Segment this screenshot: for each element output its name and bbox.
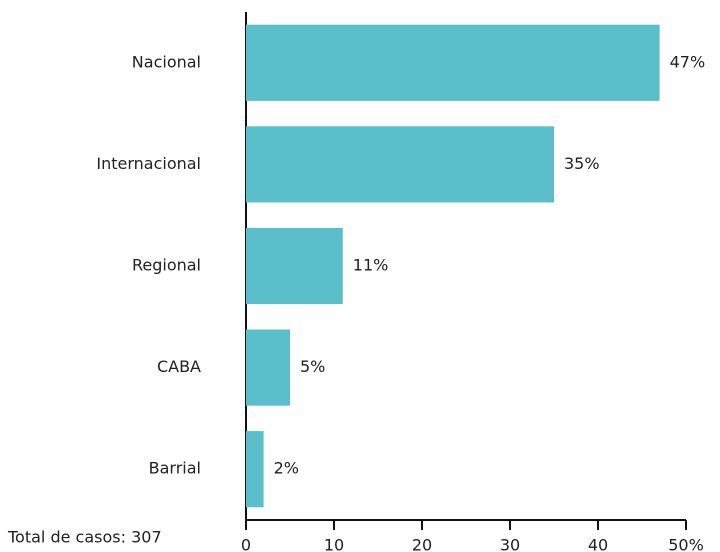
x-tick-label: 30 <box>500 536 520 552</box>
value-label: 5% <box>300 357 325 376</box>
bar <box>246 227 343 305</box>
y-tick-label: CABA <box>157 357 201 376</box>
value-label: 11% <box>353 256 389 275</box>
y-tick-label: Regional <box>132 256 201 275</box>
value-label: 2% <box>274 459 299 478</box>
x-tick-label: 50% <box>668 536 704 552</box>
y-tick-label: Barrial <box>149 459 201 478</box>
bar <box>246 329 290 406</box>
x-tick-label: 0 <box>241 536 251 552</box>
value-label: 35% <box>564 154 600 173</box>
y-tick-label: Internacional <box>96 154 201 173</box>
bar <box>246 126 554 203</box>
bar <box>246 24 660 101</box>
x-tick-label: 20 <box>412 536 432 552</box>
x-tick-label: 10 <box>324 536 344 552</box>
value-label: 47% <box>670 52 706 71</box>
y-tick-label: Nacional <box>132 52 201 71</box>
bar <box>246 431 264 508</box>
annotation: Total de casos: 307 <box>7 528 162 547</box>
x-tick-label: 40 <box>588 536 608 552</box>
